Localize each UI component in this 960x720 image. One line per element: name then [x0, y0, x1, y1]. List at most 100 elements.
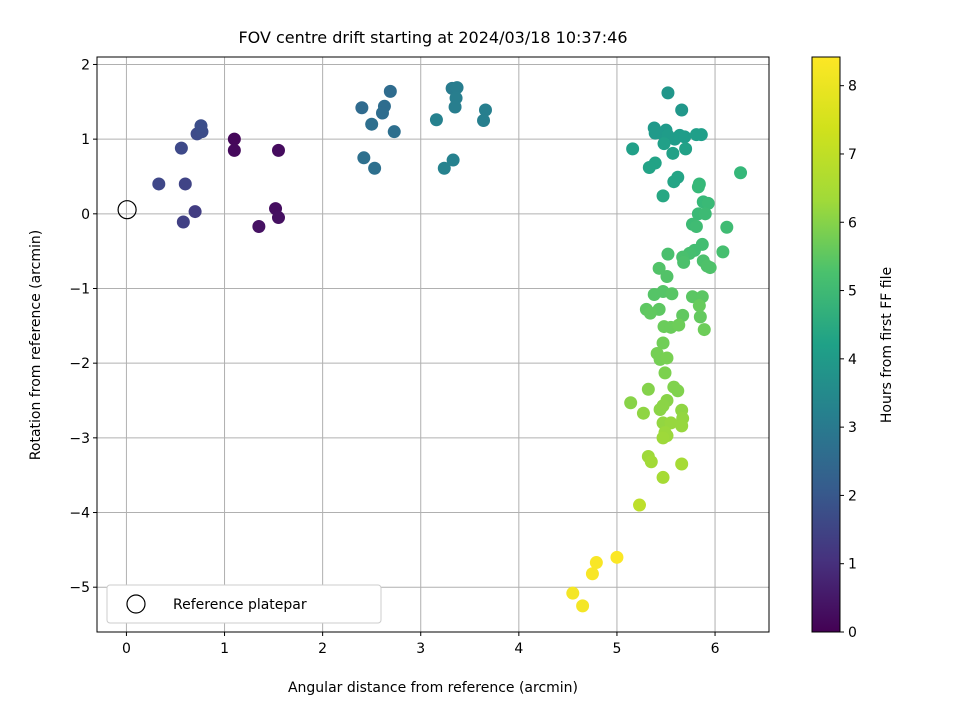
scatter-point [657, 137, 671, 151]
scatter-point [642, 161, 656, 175]
x-tick-label: 6 [711, 641, 720, 657]
scatter-point [693, 310, 707, 324]
x-tick-label: 3 [416, 641, 425, 657]
scatter-point [633, 498, 647, 512]
scatter-point [252, 220, 266, 234]
scatter-point [734, 166, 748, 180]
scatter-point [450, 81, 464, 95]
scatter-point [626, 142, 640, 156]
scatter-point [656, 431, 670, 445]
scatter-point [610, 550, 624, 564]
scatter-point [174, 141, 188, 155]
scatter-point [176, 215, 190, 229]
scatter-point [188, 205, 202, 219]
colorbar-tick-label: 1 [848, 557, 857, 573]
scatter-point [585, 567, 599, 581]
scatter-point [661, 86, 675, 100]
colorbar-tick-label: 2 [848, 488, 857, 504]
scatter-point [689, 220, 703, 234]
y-tick-label: −5 [69, 580, 90, 596]
legend-box [106, 584, 382, 624]
colorbar-label: Hours from first FF file [879, 267, 895, 423]
scatter-point [152, 177, 166, 191]
colorbar [811, 56, 841, 633]
scatter-point [624, 396, 638, 410]
y-axis-ticks: −5 −4 −3 −2 −1 0 1 2 [69, 57, 97, 596]
scatter-point [660, 270, 674, 284]
scatter-point [675, 103, 689, 117]
scatter-point [664, 416, 678, 430]
scatter-point [675, 457, 689, 471]
scatter-point [666, 146, 680, 160]
y-tick-label: −3 [69, 431, 90, 447]
scatter-point [355, 101, 369, 115]
reference-platepar-marker [117, 200, 137, 220]
scatter-point [178, 177, 192, 191]
scatter-point [446, 153, 460, 167]
scatter-point [477, 113, 491, 127]
colorbar-tick-label: 5 [848, 284, 857, 300]
y-tick-label: −2 [69, 356, 90, 372]
scatter-point [694, 128, 708, 142]
scatter-point [383, 84, 397, 98]
scatter-point [678, 130, 692, 144]
y-tick-label: 2 [81, 57, 90, 73]
scatter-point [697, 323, 711, 337]
x-tick-label: 5 [612, 641, 621, 657]
plot-frame [96, 56, 770, 633]
scatter-point [271, 211, 285, 225]
scatter-point [701, 196, 715, 210]
scatter-point [227, 143, 241, 157]
colorbar-tick-label: 6 [848, 215, 857, 231]
chart-title: FOV centre drift starting at 2024/03/18 … [238, 28, 627, 47]
y-tick-label: 1 [81, 132, 90, 148]
y-tick-label: −1 [69, 281, 90, 297]
legend-label: Reference platepar [173, 597, 307, 613]
scatter-point [658, 366, 672, 380]
scatter-point [365, 117, 379, 131]
x-axis-ticks: 0 1 2 3 4 5 6 [122, 632, 720, 657]
scatter-point [589, 556, 603, 570]
scatter-point [227, 132, 241, 146]
y-tick-label: −4 [69, 506, 90, 522]
scatter-point [685, 290, 699, 304]
scatter-point [679, 142, 693, 156]
scatter-point [716, 245, 730, 259]
scatter-point [672, 318, 686, 332]
scatter-point [375, 106, 389, 120]
scatter-point [643, 306, 657, 320]
scatter-point [665, 287, 679, 301]
scatter-point [698, 207, 712, 221]
scatter-point [648, 126, 662, 140]
scatter-point [644, 455, 658, 469]
scatter-point [677, 255, 691, 269]
scatter-point [641, 382, 655, 396]
colorbar-tick-label: 7 [848, 147, 857, 163]
scatter-point [478, 103, 492, 117]
scatter-point [194, 119, 208, 133]
scatter-point [636, 406, 650, 420]
scatter-point [656, 336, 670, 350]
colorbar-tick-label: 8 [848, 79, 857, 95]
scatter-point [691, 180, 705, 194]
x-axis-label: Angular distance from reference (arcmin) [288, 680, 578, 696]
scatter-point [437, 161, 451, 175]
data-points [152, 81, 748, 613]
scatter-point [653, 402, 667, 416]
scatter-point [387, 125, 401, 139]
scatter-point [271, 143, 285, 157]
colorbar-tick-label: 3 [848, 420, 857, 436]
scatter-point [720, 220, 734, 234]
scatter-point [667, 175, 681, 189]
scatter-point [429, 113, 443, 127]
scatter-point [692, 299, 706, 313]
scatter-point [652, 261, 666, 275]
x-tick-label: 0 [122, 641, 131, 657]
scatter-point [656, 189, 670, 203]
scatter-point [576, 599, 590, 613]
scatter-point [671, 384, 685, 398]
scatter-point [368, 161, 382, 175]
scatter-point [448, 100, 462, 114]
legend: Reference platepar [106, 584, 382, 624]
